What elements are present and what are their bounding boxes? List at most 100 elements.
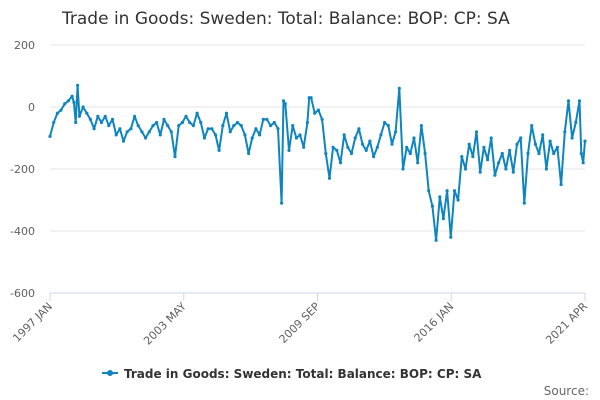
data-point[interactable] — [552, 151, 556, 156]
data-point[interactable] — [412, 136, 416, 140]
data-point[interactable] — [261, 117, 265, 121]
data-point[interactable] — [379, 133, 383, 137]
data-point[interactable] — [129, 127, 133, 131]
data-point[interactable] — [281, 99, 286, 103]
data-point[interactable] — [213, 133, 218, 137]
data-point[interactable] — [559, 182, 563, 187]
data-point[interactable] — [474, 130, 479, 134]
data-point[interactable] — [460, 155, 464, 159]
data-point[interactable] — [452, 189, 457, 193]
data-point[interactable] — [77, 114, 81, 118]
data-point[interactable] — [357, 127, 361, 131]
data-point[interactable] — [526, 151, 530, 156]
data-point[interactable] — [581, 161, 585, 165]
data-point[interactable] — [533, 142, 538, 146]
data-point[interactable] — [467, 142, 471, 146]
data-point[interactable] — [434, 238, 438, 242]
data-point[interactable] — [107, 124, 111, 128]
data-point[interactable] — [486, 158, 490, 162]
data-point[interactable] — [217, 148, 221, 152]
data-point[interactable] — [456, 198, 460, 202]
data-point[interactable] — [548, 139, 552, 143]
data-point[interactable] — [147, 130, 151, 134]
data-point[interactable] — [250, 136, 254, 140]
data-point[interactable] — [70, 94, 74, 98]
data-point[interactable] — [191, 124, 195, 128]
data-point[interactable] — [493, 173, 497, 177]
data-point[interactable] — [188, 120, 192, 125]
data-point[interactable] — [511, 170, 515, 174]
data-point[interactable] — [155, 120, 159, 125]
data-point[interactable] — [88, 117, 92, 121]
data-point[interactable] — [563, 130, 567, 134]
data-point[interactable] — [574, 120, 578, 125]
data-point[interactable] — [76, 83, 80, 87]
data-point[interactable] — [302, 145, 306, 149]
data-point[interactable] — [335, 148, 339, 152]
data-point[interactable] — [103, 114, 107, 118]
data-point[interactable] — [224, 111, 229, 115]
data-point[interactable] — [360, 142, 365, 146]
data-point[interactable] — [405, 145, 409, 149]
data-point[interactable] — [416, 161, 420, 165]
data-point[interactable] — [228, 130, 232, 134]
data-point[interactable] — [269, 124, 273, 128]
data-point[interactable] — [63, 102, 67, 106]
data-point[interactable] — [331, 145, 335, 149]
data-point[interactable] — [504, 167, 508, 171]
data-point[interactable] — [195, 111, 199, 115]
data-point[interactable] — [232, 124, 236, 128]
credit-source[interactable]: Source: — [544, 384, 589, 398]
data-point[interactable] — [305, 120, 309, 125]
data-point[interactable] — [449, 235, 453, 239]
data-point[interactable] — [125, 130, 129, 134]
legend[interactable]: Trade in Goods: Sweden: Total: Balance: … — [102, 367, 482, 381]
data-point[interactable] — [438, 195, 442, 199]
data-point[interactable] — [342, 133, 346, 137]
data-point[interactable] — [184, 114, 188, 118]
data-point[interactable] — [324, 151, 328, 156]
data-point[interactable] — [74, 120, 78, 125]
data-point[interactable] — [199, 120, 203, 125]
series-line[interactable] — [49, 84, 586, 242]
data-point[interactable] — [287, 148, 291, 152]
data-point[interactable] — [544, 167, 549, 171]
data-point[interactable] — [555, 145, 560, 149]
data-point[interactable] — [541, 133, 545, 137]
data-point[interactable] — [397, 86, 401, 90]
data-point[interactable] — [202, 136, 206, 140]
data-point[interactable] — [386, 124, 390, 128]
data-point[interactable] — [390, 142, 394, 146]
data-point[interactable] — [577, 99, 582, 103]
data-point[interactable] — [291, 124, 295, 128]
data-point[interactable] — [320, 117, 324, 121]
data-point[interactable] — [81, 105, 85, 109]
data-point[interactable] — [394, 130, 398, 134]
data-point[interactable] — [327, 176, 332, 180]
data-point[interactable] — [500, 151, 504, 156]
data-point[interactable] — [280, 201, 284, 205]
legend-label[interactable]: Trade in Goods: Sweden: Total: Balance: … — [124, 367, 482, 381]
data-point[interactable] — [423, 151, 427, 156]
data-point[interactable] — [96, 114, 100, 118]
data-point[interactable] — [445, 189, 449, 193]
data-point[interactable] — [508, 148, 512, 152]
data-point[interactable] — [294, 136, 298, 140]
data-point[interactable] — [239, 124, 243, 128]
data-point[interactable] — [430, 204, 434, 208]
data-point[interactable] — [375, 145, 379, 149]
data-point[interactable] — [52, 120, 56, 125]
data-point[interactable] — [353, 136, 357, 140]
data-point[interactable] — [463, 167, 468, 171]
data-point[interactable] — [166, 124, 170, 128]
data-point[interactable] — [110, 117, 115, 121]
data-point[interactable] — [121, 139, 126, 143]
data-point[interactable] — [235, 120, 240, 125]
data-point[interactable] — [419, 124, 423, 128]
data-point[interactable] — [66, 99, 70, 103]
data-point[interactable] — [489, 136, 493, 140]
data-point[interactable] — [85, 111, 89, 115]
data-point[interactable] — [72, 100, 76, 104]
data-point[interactable] — [180, 120, 184, 125]
data-point[interactable] — [283, 102, 287, 106]
